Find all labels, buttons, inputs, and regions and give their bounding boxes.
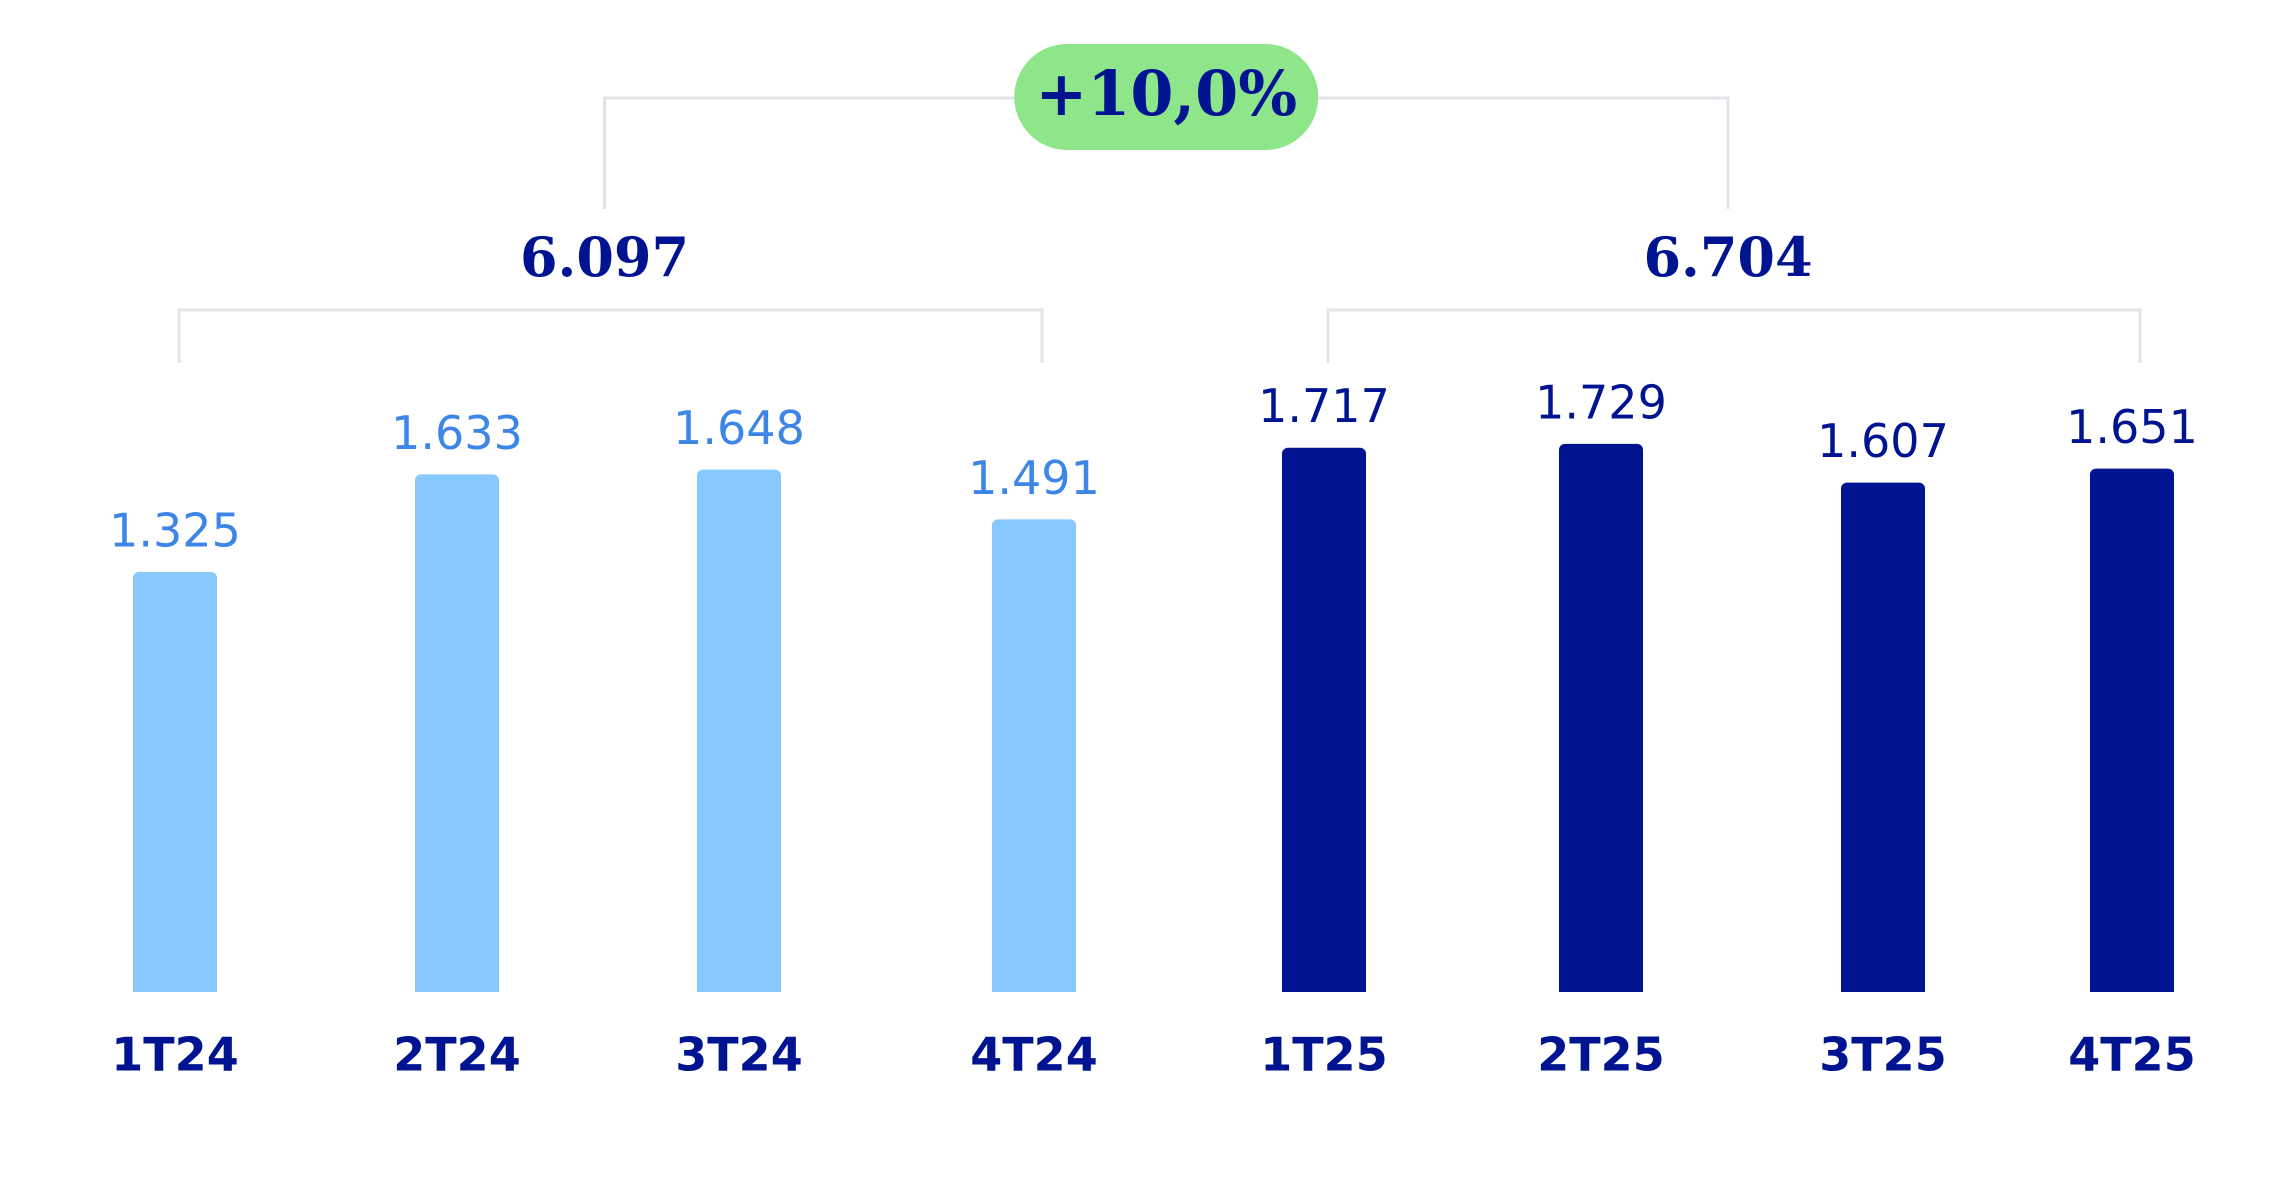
x-tick-label: 2T25 (1537, 1028, 1664, 1082)
bar (992, 519, 1076, 992)
x-tick-label: 1T25 (1260, 1028, 1387, 1082)
value-label: 1.607 (1817, 414, 1949, 468)
group-total: 6.097 (520, 225, 689, 289)
bar-foot (1841, 982, 1925, 992)
value-label: 1.633 (391, 406, 523, 460)
value-label: 1.651 (2066, 400, 2198, 454)
bar-foot (1559, 982, 1643, 992)
value-label: 1.729 (1535, 375, 1667, 429)
bar (415, 474, 499, 992)
x-tick-label: 2T24 (393, 1028, 520, 1082)
bar (2090, 468, 2174, 992)
bar (1841, 482, 1925, 992)
value-label: 1.648 (673, 401, 805, 455)
bar (1559, 443, 1643, 993)
x-tick-label: 3T25 (1819, 1028, 1946, 1082)
value-label: 1.491 (968, 451, 1100, 505)
growth-label: +10,0% (1035, 57, 1297, 130)
group-total: 6.704 (1643, 225, 1812, 289)
x-tick-label: 1T24 (111, 1028, 238, 1082)
bar (697, 469, 781, 993)
x-tick-label: 3T24 (675, 1028, 802, 1082)
bar-foot (992, 982, 1076, 992)
bar-foot (1282, 982, 1366, 992)
x-tick-label: 4T24 (970, 1028, 1097, 1082)
group-bracket (177, 308, 1044, 363)
bar-foot (2090, 982, 2174, 992)
value-label: 1.325 (109, 503, 241, 557)
bar (1282, 447, 1366, 992)
group-bracket (1326, 308, 2142, 363)
bar (133, 571, 217, 992)
bar-foot (133, 982, 217, 992)
x-tick-label: 4T25 (2068, 1028, 2195, 1082)
growth-pill (1014, 44, 1319, 150)
bar-foot (697, 982, 781, 992)
bar-foot (415, 982, 499, 992)
value-label: 1.717 (1258, 379, 1390, 433)
